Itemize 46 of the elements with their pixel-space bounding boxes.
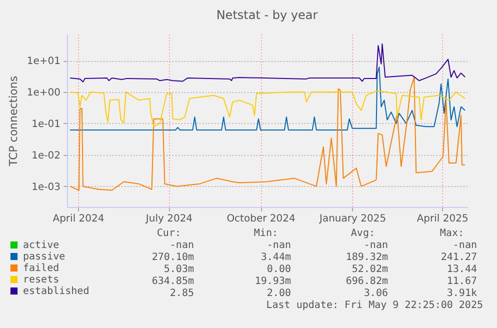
legend-label: established: [23, 286, 90, 297]
line-series: [69, 66, 466, 130]
text: -nan: [266, 240, 291, 251]
text: Last update: Fri May 9 22:25:00 2025: [266, 300, 483, 311]
legend-label: failed: [23, 263, 60, 274]
y-tick-label: 1e+00: [26, 88, 60, 99]
chart-title: Netstat - by year: [216, 8, 318, 22]
text: Cur:: [156, 228, 181, 239]
line-series: [69, 90, 466, 127]
text: Avg:: [350, 228, 375, 239]
line-series: [69, 76, 466, 191]
text: 52.02m: [352, 264, 388, 275]
text: 2.85: [170, 288, 194, 299]
text: 5.03m: [164, 264, 194, 275]
y-tick-label: 1e+01: [26, 56, 60, 68]
text: 3.91k: [446, 288, 477, 299]
text: 270.10m: [152, 252, 194, 263]
text: -nan: [364, 240, 388, 251]
text: -nan: [452, 240, 477, 251]
y-tick-label: 1e-02: [32, 150, 60, 162]
x-tick-label: January 2025: [318, 214, 386, 224]
text: 13.44: [446, 264, 477, 275]
legend-label: active: [23, 240, 60, 251]
x-tick-label: July 2024: [144, 214, 193, 224]
x-tick-label: April 2025: [416, 214, 468, 224]
text: 241.27: [440, 252, 477, 263]
y-tick-label: 1e-03: [32, 182, 60, 193]
line-series: [69, 43, 466, 82]
x-tick-label: April 2024: [52, 214, 104, 224]
text: 2.00: [266, 288, 291, 299]
text: 3.44m: [260, 252, 291, 263]
text: 0.00: [266, 264, 291, 275]
text: 19.93m: [254, 276, 291, 287]
legend-label: passive: [23, 252, 66, 262]
y-axis-title: TCP connections: [6, 76, 20, 168]
text: 189.32m: [346, 252, 388, 263]
text: 696.82m: [346, 276, 388, 287]
legend-label: resets: [23, 274, 60, 286]
text: Min:: [254, 228, 278, 239]
x-tick-label: October 2024: [226, 214, 296, 224]
text: 3.06: [364, 288, 388, 299]
text: Max:: [440, 228, 464, 239]
text: 634.85m: [152, 276, 194, 287]
y-tick-label: 1e-01: [32, 118, 60, 130]
text: 11.67: [446, 276, 477, 287]
text: -nan: [170, 240, 194, 251]
